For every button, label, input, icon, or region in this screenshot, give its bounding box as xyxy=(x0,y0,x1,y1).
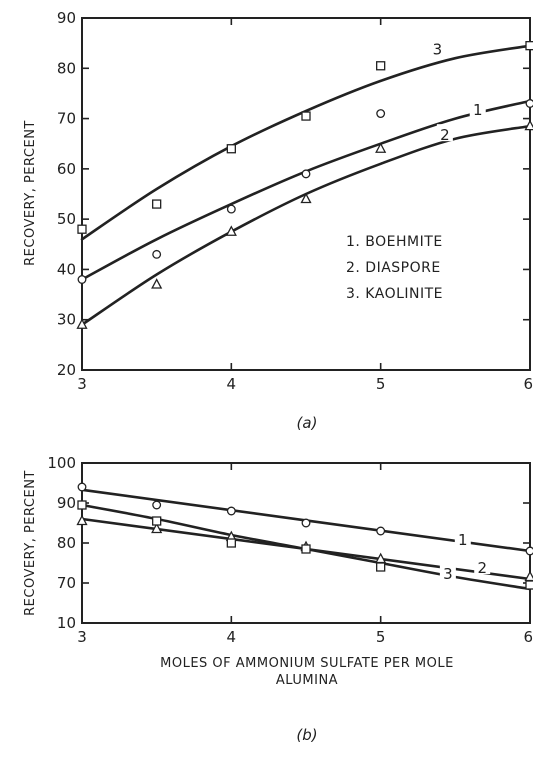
x-tick-labels-b: 3 4 5 6 xyxy=(77,628,533,646)
legend-entry: 2. DIASPORE xyxy=(346,260,441,276)
triangle-marker xyxy=(300,192,312,204)
curve-group-b: 12 3 xyxy=(80,488,532,591)
triangle-marker xyxy=(375,142,387,153)
square-marker xyxy=(376,562,386,572)
square-marker xyxy=(152,516,162,526)
y-tick-label: 80 xyxy=(57,59,76,77)
chart-b: 12 3 10 70 80 90 100 3 4 5 6 RECOVERY, PERCENT M… xyxy=(23,454,533,744)
circle-marker xyxy=(77,482,87,492)
triangle-marker xyxy=(151,278,163,289)
square-marker xyxy=(525,580,533,590)
x-tick-labels-a: 3 4 5 6 xyxy=(77,375,533,393)
y-tick-label: 40 xyxy=(57,260,76,278)
y-tick-label: 10 xyxy=(57,614,76,632)
y-tick-label: 70 xyxy=(57,574,76,592)
square-marker xyxy=(301,544,311,554)
x-axis-title-line: ALUMINA xyxy=(276,673,338,688)
x-tick-label: 6 xyxy=(523,628,533,646)
circle-marker xyxy=(226,204,236,214)
y-tick-label: 90 xyxy=(57,494,76,512)
series-curve-2 xyxy=(80,124,532,326)
y-tick-label: 30 xyxy=(57,311,76,329)
circle-marker xyxy=(301,169,311,179)
curve-label-gap xyxy=(439,563,456,580)
y-tick-labels-a: 20 30 40 50 60 70 80 90 xyxy=(57,9,76,379)
y-tick-label: 100 xyxy=(47,454,76,472)
x-tick-label: 5 xyxy=(376,375,386,393)
y-tick-labels-b: 10 70 80 90 100 xyxy=(47,454,76,632)
curve-label-gap xyxy=(469,99,486,117)
triangle-marker xyxy=(225,225,237,236)
square-marker xyxy=(77,500,87,510)
curve-label: 2 xyxy=(477,559,487,577)
circle-marker xyxy=(152,249,162,259)
y-axis-title-b: RECOVERY, PERCENT xyxy=(23,470,38,616)
legend-entry: 3. KAOLINITE xyxy=(346,286,443,302)
y-tick-label: 60 xyxy=(57,160,76,178)
series-curve-3 xyxy=(80,44,532,241)
circle-marker xyxy=(301,518,311,528)
circle-marker xyxy=(525,99,533,108)
plot-frame-a xyxy=(81,17,531,371)
square-marker xyxy=(525,41,533,51)
curve-group-a: 1 2 3 xyxy=(80,38,532,326)
triangle-marker xyxy=(76,318,88,329)
curve-label: 2 xyxy=(440,126,450,144)
y-axis-title-a: RECOVERY, PERCENT xyxy=(23,120,38,266)
circle-marker xyxy=(77,275,87,284)
marker-group-a xyxy=(76,41,533,329)
curve-label: 3 xyxy=(433,41,443,59)
legend-a: 1. BOEHMITE 2. DIASPORE 3. KAOLINITE xyxy=(346,234,443,302)
square-marker xyxy=(226,144,236,154)
square-marker xyxy=(226,538,236,548)
circle-marker xyxy=(152,500,162,510)
circle-marker xyxy=(525,546,533,556)
curve-label: 3 xyxy=(443,565,453,583)
circle-marker xyxy=(376,109,386,118)
y-tick-label: 20 xyxy=(57,361,76,379)
y-tick-label: 90 xyxy=(57,9,76,27)
triangle-marker xyxy=(76,514,88,526)
y-tick-label: 50 xyxy=(57,210,76,228)
y-tick-label: 70 xyxy=(57,110,76,128)
y-tick-label: 80 xyxy=(57,534,76,552)
marker-group-b xyxy=(76,482,533,590)
curve-label-gap xyxy=(429,38,446,56)
square-marker xyxy=(301,111,311,121)
x-tick-label: 4 xyxy=(227,628,237,646)
square-marker xyxy=(376,61,386,71)
circle-marker xyxy=(226,506,236,516)
chart-a: 1 2 3 20 30 40 50 60 70 80 90 3 4 5 6 RECOVERY, PERC… xyxy=(23,9,533,432)
curve-label-gap xyxy=(474,557,491,574)
x-tick-label: 6 xyxy=(523,375,533,393)
curve-label: 1 xyxy=(458,531,468,549)
x-axis-title-line: MOLES OF AMMONIUM SULFATE PER MOLE xyxy=(160,656,454,671)
x-axis-title-b: MOLES OF AMMONIUM SULFATE PER MOLE ALUMIN… xyxy=(160,656,454,688)
x-tick-label: 5 xyxy=(376,628,386,646)
curve-label: 1 xyxy=(473,101,483,119)
panel-label-a: (a) xyxy=(297,414,318,432)
series-curve-1 xyxy=(80,99,532,281)
x-tick-label: 3 xyxy=(77,628,87,646)
x-tick-label: 3 xyxy=(77,375,87,393)
legend-entry: 1. BOEHMITE xyxy=(346,234,443,250)
curve-label-gap xyxy=(454,529,471,546)
panel-label-b: (b) xyxy=(296,726,317,744)
curve-label-gap xyxy=(436,124,453,142)
circle-marker xyxy=(376,526,386,536)
triangle-marker xyxy=(524,570,533,582)
square-marker xyxy=(152,199,162,209)
triangle-marker xyxy=(151,522,163,534)
tick-group-a xyxy=(81,17,531,371)
square-marker xyxy=(77,224,87,234)
x-tick-label: 4 xyxy=(227,375,237,393)
triangle-marker xyxy=(524,119,533,131)
